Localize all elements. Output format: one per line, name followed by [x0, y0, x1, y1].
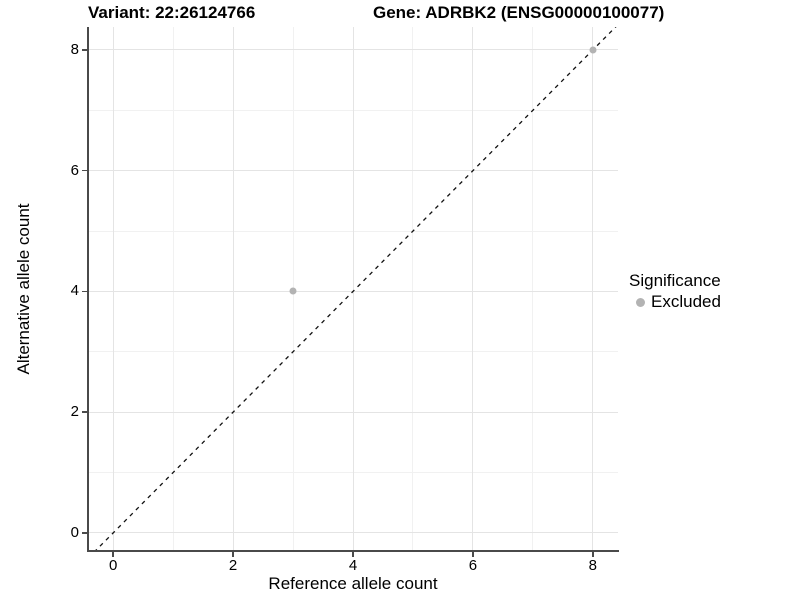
x-tick-mark [232, 552, 234, 557]
gridline-y-major [88, 170, 618, 172]
y-tick-mark [82, 532, 87, 534]
y-tick-label: 8 [70, 40, 79, 58]
data-point-excluded [589, 46, 597, 54]
x-tick-mark [592, 552, 594, 557]
x-axis-title: Reference allele count [268, 574, 438, 593]
variant-title: Variant: 22:26124766 [88, 3, 256, 22]
legend: Significance Excluded [629, 270, 721, 312]
y-tick-label: 6 [70, 161, 79, 179]
y-axis-line [87, 27, 89, 552]
y-tick-label: 0 [70, 523, 79, 541]
data-point-excluded [289, 287, 297, 295]
y-tick-mark [82, 49, 87, 51]
y-tick-mark [82, 169, 87, 172]
y-tick-mark [82, 411, 87, 413]
x-tick-label: 2 [228, 557, 238, 574]
gene-title: Gene: ADRBK2 (ENSG00000100077) [373, 3, 665, 22]
gridline-x-major [592, 27, 594, 551]
legend-title: Significance [629, 271, 721, 290]
gridline-x-major [232, 27, 234, 551]
x-tick-mark [352, 552, 354, 557]
gridline-y-major [88, 411, 618, 413]
x-tick-label: 8 [588, 557, 597, 574]
identity-dashed-line [94, 27, 617, 551]
gridline-x-major [472, 27, 474, 551]
gridline-y-major [88, 532, 618, 534]
gridline-x-minor [412, 27, 414, 551]
x-tick-mark [112, 552, 114, 557]
x-tick-label: 4 [348, 557, 358, 574]
gridline-x-minor [172, 27, 174, 551]
y-tick-mark [82, 290, 87, 293]
legend-item-label: Excluded [651, 292, 721, 311]
plot-panel [88, 27, 618, 551]
x-tick-mark [472, 552, 474, 557]
y-axis-title: Alternative allele count [14, 203, 33, 375]
x-tick-label: 0 [109, 557, 118, 574]
x-axis-line [87, 550, 619, 552]
gridline-x-major [112, 27, 114, 551]
legend-item-excluded: Excluded [629, 292, 721, 312]
y-tick-label: 4 [70, 282, 79, 300]
y-tick-label: 2 [70, 403, 79, 421]
excluded-point-icon [636, 297, 645, 307]
x-tick-label: 6 [468, 557, 478, 574]
gridline-x-major [352, 27, 354, 551]
identity-line-layer [94, 27, 617, 551]
gridline-x-minor [532, 27, 534, 551]
gridline-y-major [88, 49, 618, 51]
